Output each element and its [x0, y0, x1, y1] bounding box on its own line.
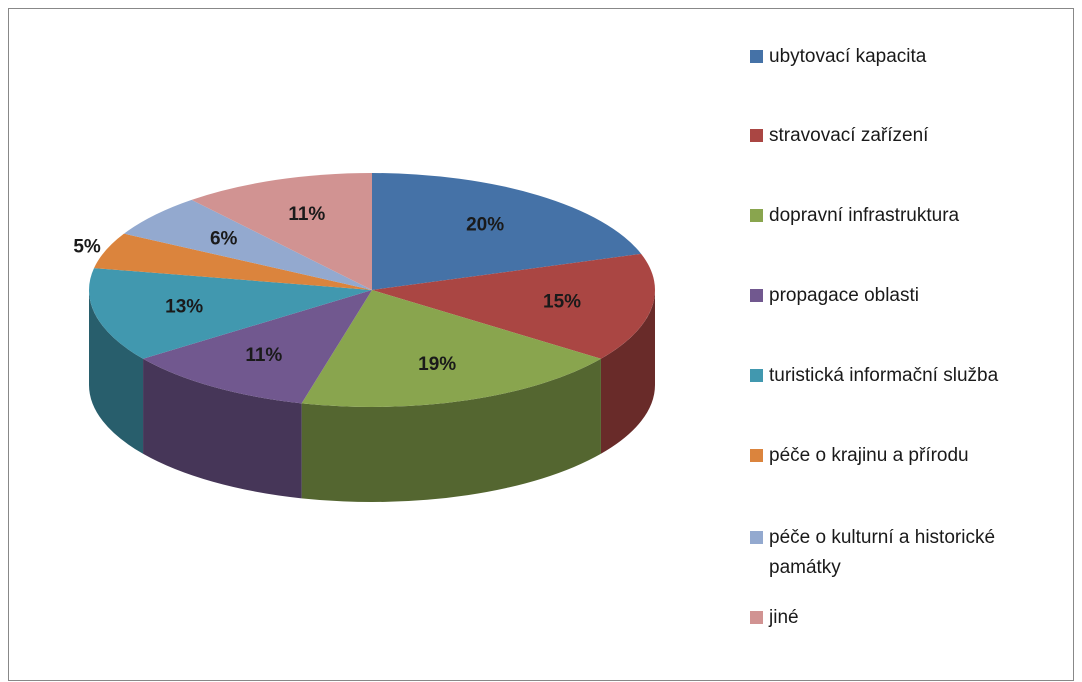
legend-label: ubytovací kapacita	[769, 46, 927, 67]
slice	[88, 268, 372, 359]
slice-side	[143, 358, 302, 499]
legend-label: dopravní infrastruktura	[769, 205, 960, 226]
legend-item: péče o krajinu a přírodu	[750, 441, 1060, 471]
slice	[372, 173, 642, 290]
legend-item: propagace oblasti	[750, 281, 1060, 311]
data-label: 20%	[466, 215, 504, 236]
legend-swatch	[750, 129, 763, 142]
legend-swatch	[750, 289, 763, 302]
legend-swatch	[750, 449, 763, 462]
slice-side	[301, 358, 601, 502]
data-label: 11%	[245, 345, 282, 366]
slice-side	[600, 290, 655, 454]
slice-side	[89, 290, 144, 454]
legend-swatch	[750, 209, 763, 222]
legend-item: turistická informační služba	[750, 361, 1060, 391]
legend-label: péče o kulturní a historické památky	[769, 527, 996, 578]
legend-label: propagace oblasti	[769, 285, 919, 306]
legend-swatch	[750, 531, 763, 544]
legend-label: stravovací zařízení	[769, 125, 929, 146]
legend-label: péče o krajinu a přírodu	[769, 445, 969, 466]
slice	[372, 253, 655, 359]
legend-item: stravovací zařízení	[750, 121, 1060, 151]
data-label: 6%	[210, 228, 238, 249]
slice	[191, 173, 372, 290]
data-label: 15%	[543, 291, 581, 312]
slice	[124, 199, 372, 290]
legend-label: jiné	[769, 607, 799, 628]
data-label: 11%	[288, 204, 325, 225]
legend-swatch	[750, 611, 763, 624]
data-label: 13%	[165, 296, 203, 317]
slice	[143, 290, 372, 404]
legend-item: dopravní infrastruktura	[750, 201, 1060, 231]
legend-item: jiné	[750, 603, 1060, 633]
slice	[301, 290, 601, 408]
legend-label: turistická informační služba	[769, 365, 999, 386]
slice	[94, 233, 373, 290]
legend-swatch	[750, 50, 763, 63]
legend-item: péče o kulturní a historické památky	[750, 523, 1060, 583]
data-label: 19%	[418, 354, 456, 375]
legend-item: ubytovací kapacita	[750, 42, 1060, 72]
legend-swatch	[750, 369, 763, 382]
data-label: 5%	[73, 237, 101, 258]
